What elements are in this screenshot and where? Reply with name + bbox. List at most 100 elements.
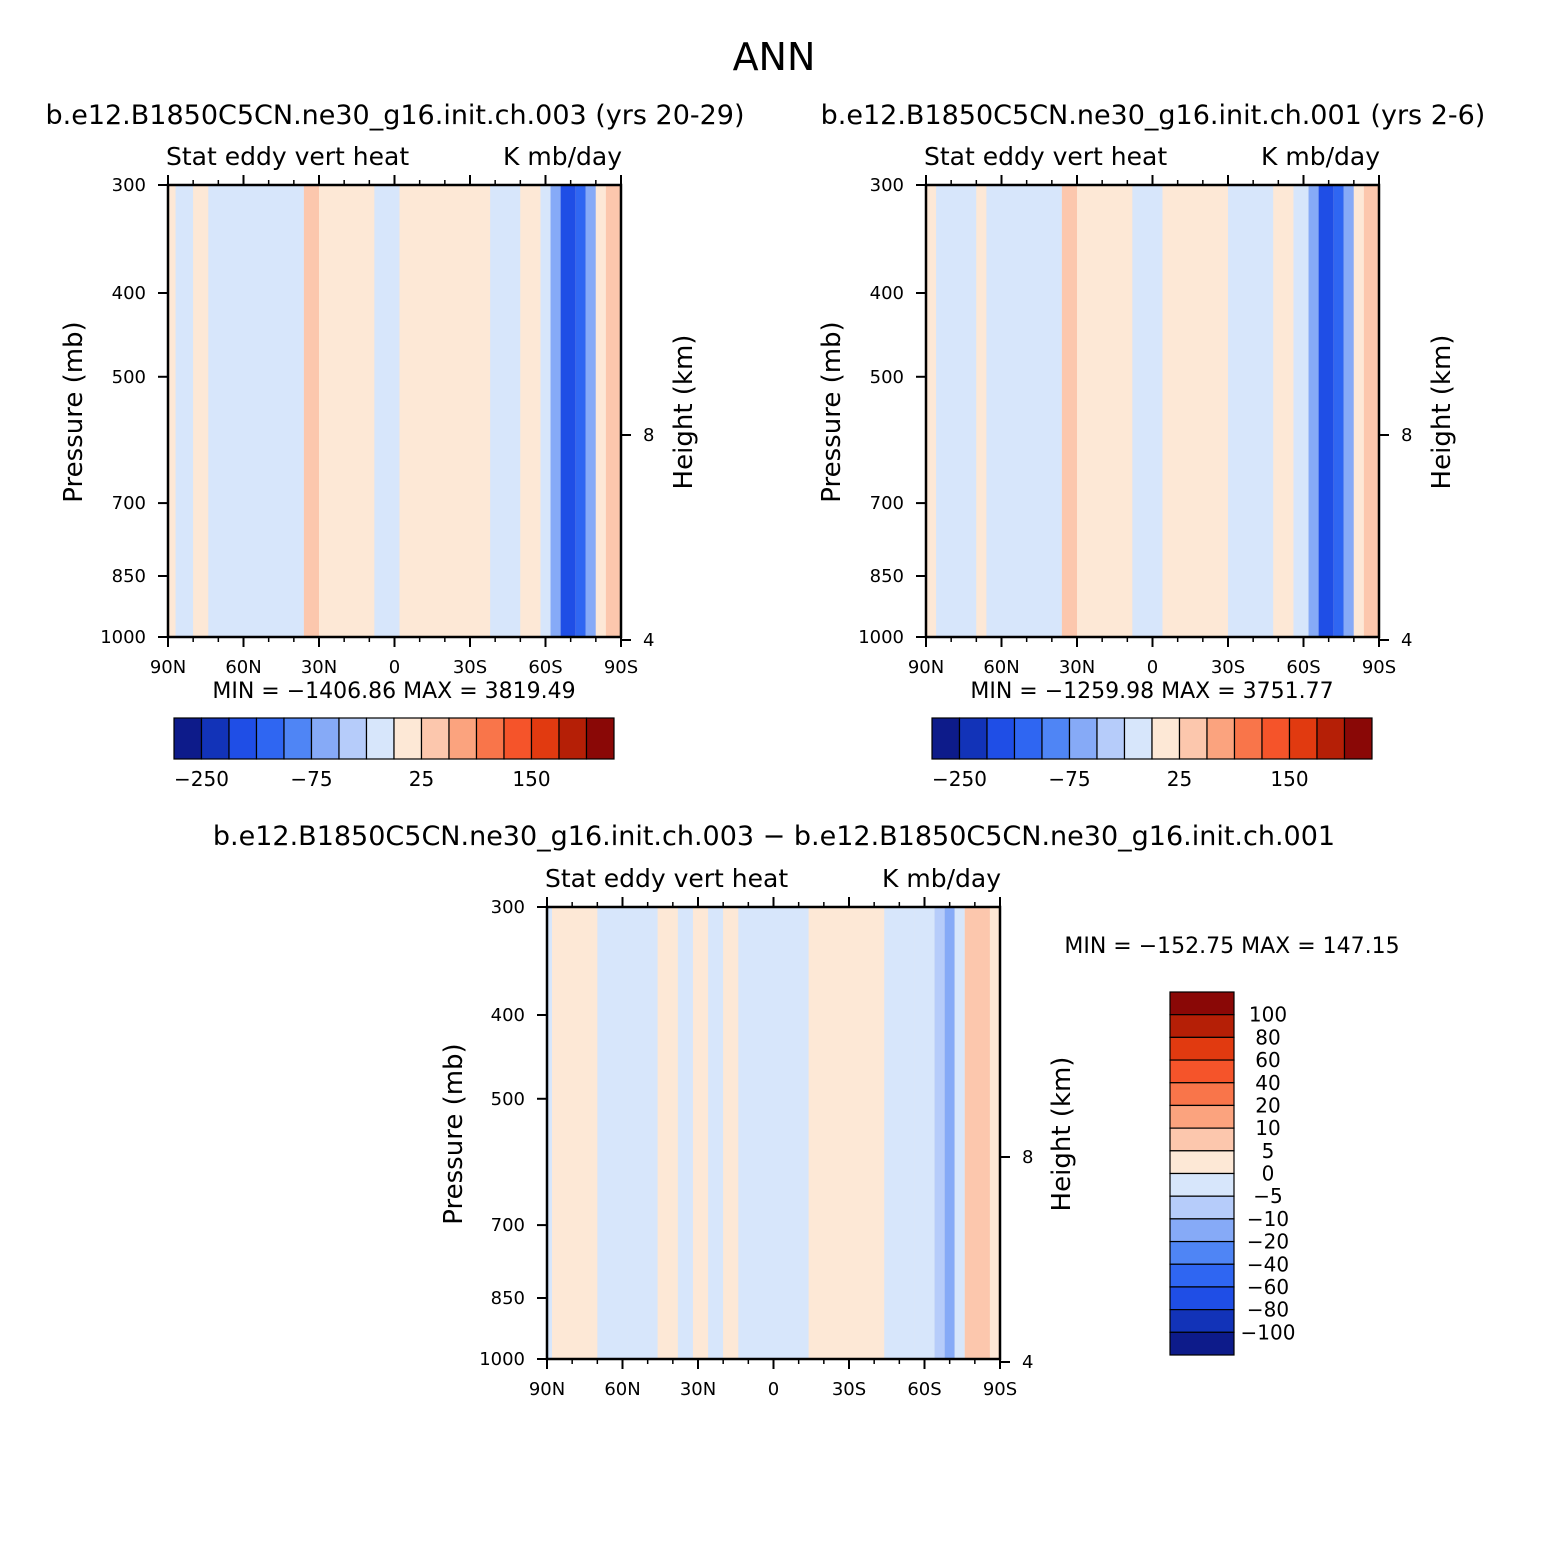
colorbar-swatch [931,717,961,760]
colorbar-label: −5 [1253,1184,1282,1208]
colorbar-swatch [503,717,533,760]
colorbar-label: −20 [1247,1230,1289,1254]
y-right-tick-label: 8 [1022,1147,1033,1168]
figure-title: ANN [733,35,816,79]
panel-2-variable-label: Stat eddy vert heat [924,142,1167,171]
panel-3-variable-label: Stat eddy vert heat [545,864,788,893]
colorbar-swatch [448,717,478,760]
data-band-14 [1333,185,1344,637]
colorbar-swatch [365,717,395,760]
y-tick-label: 300 [491,897,525,918]
colorbar-label: −100 [1241,1320,1296,1344]
panel-1-min-max: MIN = −1406.86 MAX = 3819.49 [212,679,575,704]
colorbar-label: 5 [1262,1139,1275,1163]
data-band-8 [723,907,739,1359]
x-tick-label: 0 [389,657,400,678]
panel-1-y-label: Pressure (mb) [59,321,89,502]
y-tick-label: 700 [491,1215,525,1236]
data-band-15 [954,907,965,1359]
data-band-0 [547,907,553,1359]
colorbar-swatch [173,717,203,760]
y-tick-label: 1000 [858,627,904,648]
data-band-13 [1318,185,1334,637]
data-band-14 [560,185,576,637]
panel-2-units-label: K mb/day [1261,142,1380,171]
data-band-2 [976,185,987,637]
data-band-9 [434,185,491,637]
x-tick-label: 30S [453,657,487,678]
panel-2-case-title: b.e12.B1850C5CN.ne30_g16.init.ch.001 (yr… [821,100,1486,131]
y-tick-label: 500 [112,367,146,388]
panel-2-y-label: Pressure (mb) [817,321,847,502]
y-tick-label: 700 [112,493,146,514]
x-tick-label: 30N [301,657,337,678]
colorbar-swatch [585,717,615,760]
data-band-7 [374,185,400,637]
panel-1-units-label: K mb/day [503,142,622,171]
y-right-tick-label: 4 [643,630,654,651]
panel-3-y-right-label: Height (km) [1047,1057,1077,1212]
data-band-5 [319,185,330,637]
x-tick-label: 90N [908,657,944,678]
colorbar-swatch [1169,1331,1235,1356]
colorbar-swatch [1169,1240,1235,1265]
colorbar-label: −75 [1048,767,1090,791]
panel-2-y-right-label: Height (km) [1427,335,1457,490]
panel-1-case-title: b.e12.B1850C5CN.ne30_g16.init.ch.003 (yr… [45,100,744,131]
colorbar-swatch [1169,1059,1235,1084]
data-band-11 [884,907,915,1359]
data-band-9 [1228,185,1274,637]
data-band-3 [627,907,658,1359]
colorbar-swatch [1096,717,1126,760]
colorbar-label: −250 [932,767,987,791]
y-tick-label: 850 [491,1288,525,1309]
colorbar-label: 25 [1167,767,1192,791]
colorbar-swatch [228,717,258,760]
x-tick-label: 90S [1362,657,1396,678]
colorbar-label: −250 [174,767,229,791]
data-band-6 [692,907,709,1359]
colorbar-swatch [1169,1195,1235,1220]
colorbar-swatch [1169,1150,1235,1175]
data-band-9 [738,907,809,1359]
panel-2-plot-area: 90N 60N 30N 0 30S 60S 90S 300 400 500 700 850 1000 8 4 [858,175,1412,678]
data-band-17 [989,907,1000,1359]
x-tick-label: 30S [1211,657,1245,678]
colorbar-label: 40 [1255,1071,1280,1095]
data-band-2 [193,185,209,637]
colorbar-swatch [986,717,1016,760]
data-band-16 [1353,185,1364,637]
panel-1-colorbar: −250 −75 25 150 [173,717,615,791]
y-right-tick-label: 4 [1401,630,1412,651]
data-band-15 [1343,185,1354,637]
colorbar-swatch [1169,1036,1235,1061]
colorbar-swatch [1169,991,1235,1016]
colorbar-swatch [1169,1082,1235,1107]
colorbar-label: 80 [1255,1025,1280,1049]
data-band-5 [677,907,693,1359]
y-right-tick-label: 8 [1401,425,1412,446]
y-tick-label: 300 [870,175,904,196]
colorbar-swatch [958,717,988,760]
data-band-8 [399,185,435,637]
x-tick-label: 90N [529,1379,565,1400]
data-band-16 [585,185,596,637]
colorbar-swatch [1261,717,1291,760]
colorbar-label: 150 [512,767,550,791]
colorbar-swatch [1169,1104,1235,1129]
y-tick-label: 850 [870,566,904,587]
x-tick-label: 60S [528,657,562,678]
colorbar-label: 100 [1249,1003,1287,1027]
colorbar-swatch [1288,717,1318,760]
colorbar-swatch [475,717,505,760]
y-tick-label: 400 [491,1005,525,1026]
data-band-1 [936,185,977,637]
colorbar-swatch [283,717,313,760]
colorbar-swatch [530,717,560,760]
x-tick-label: 60N [225,657,261,678]
colorbar-swatch [1151,717,1181,760]
data-band-4 [657,907,678,1359]
x-tick-label: 30N [1059,657,1095,678]
